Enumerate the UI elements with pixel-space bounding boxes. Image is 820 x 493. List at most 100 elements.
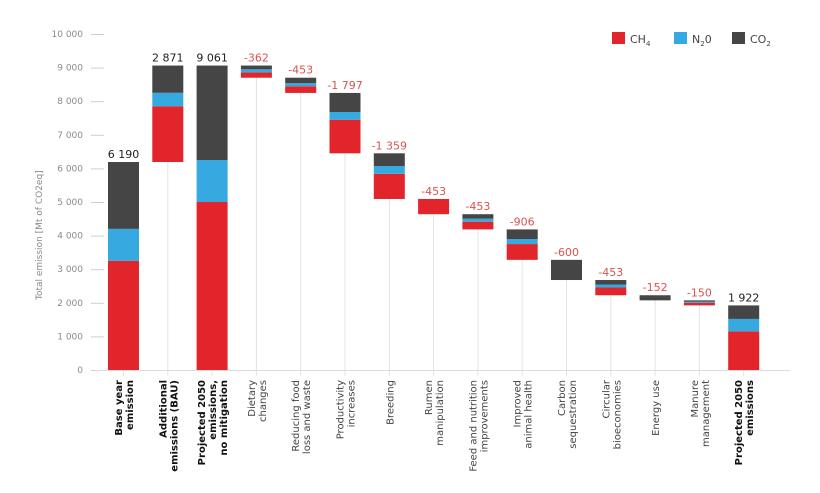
bar-segment-ch4 xyxy=(240,72,272,78)
bar-segment-ch4 xyxy=(418,198,450,215)
bar-segment-n2o xyxy=(462,218,494,222)
bar-segment-ch4 xyxy=(373,173,405,199)
x-tick-label-line: Manure xyxy=(690,380,701,417)
data-label: -453 xyxy=(465,200,490,213)
x-tick-label-line: improvements xyxy=(479,380,490,452)
bar-group: -1 359 xyxy=(372,139,407,199)
bar-segment-ch4 xyxy=(108,260,139,370)
data-label: -453 xyxy=(421,185,446,198)
x-tick-label: Dietarychanges xyxy=(247,380,269,422)
y-axis-label: Total emission [Mt of CO2eq] xyxy=(35,170,45,301)
bar-segment-co2 xyxy=(551,259,582,281)
x-tick-label-line: Projected 2050 xyxy=(734,380,745,465)
bar-group: 1 922 xyxy=(728,291,760,370)
bar-segment-co2 xyxy=(329,92,361,112)
bar-segment-n2o xyxy=(728,318,760,332)
bar-segment-ch4 xyxy=(683,302,715,306)
data-label: 9 061 xyxy=(196,52,228,65)
y-axis: 0 1 000 2 000 3 000 4 000 5 000 6 000 7 000 8 00… xyxy=(52,30,104,376)
legend-label: N20 xyxy=(692,33,712,48)
connector-lines xyxy=(123,77,745,376)
bar-segment-ch4 xyxy=(329,119,361,154)
x-tick-label: Breeding xyxy=(385,380,396,425)
x-tick-label: Rumenmanipulation xyxy=(424,380,446,446)
data-label: -906 xyxy=(510,215,535,228)
bar-segment-co2 xyxy=(506,229,538,240)
x-tick-label-line: manipulation xyxy=(435,380,446,446)
bar-segment-co2 xyxy=(462,214,494,219)
bar-group: -453 xyxy=(418,185,450,215)
data-label: -152 xyxy=(643,281,668,294)
bar-segment-n2o xyxy=(152,92,184,107)
bar-segment-n2o xyxy=(683,301,715,303)
bar-segment-co2 xyxy=(373,153,405,167)
x-tick-label-line: Base year xyxy=(114,380,125,436)
bar-group: -152 xyxy=(639,281,671,301)
data-label: 2 871 xyxy=(152,52,184,65)
x-tick-label-line: emissions, xyxy=(208,380,219,440)
bar-segment-n2o xyxy=(329,111,361,120)
data-label: -453 xyxy=(288,64,313,77)
x-tick-label-line: emissions (BAU) xyxy=(169,380,180,472)
x-tick-label-line: Productivity xyxy=(336,380,347,439)
x-tick-label: Energy use xyxy=(651,380,662,436)
bar-group: -1 797 xyxy=(327,79,363,154)
bar-segment-co2 xyxy=(108,162,139,229)
bar-group: -906 xyxy=(506,215,538,260)
x-axis-labels: Base yearemission Additionalemissions (BA… xyxy=(114,379,756,472)
x-tick-label-line: Projected 2050 xyxy=(197,380,208,465)
x-tick-label: Productivityincreases xyxy=(336,380,358,439)
legend-label: CO2 xyxy=(750,33,771,48)
x-tick-label-line: changes xyxy=(258,380,269,422)
x-tick-label-line: emission xyxy=(125,380,136,430)
bar-segment-co2 xyxy=(196,65,228,160)
y-tick-label: 2 000 xyxy=(57,299,83,309)
bar-segment-ch4 xyxy=(285,86,317,93)
x-tick-label: Improvedanimal health xyxy=(513,380,535,449)
x-tick-label-line: bioeconomies xyxy=(612,380,623,449)
x-tick-label-line: loss and waste xyxy=(302,380,313,454)
bar-segment-ch4 xyxy=(506,244,538,260)
bar-segment-co2 xyxy=(683,300,715,302)
bar-group: -362 xyxy=(240,52,272,78)
y-tick-label: 1 000 xyxy=(57,332,83,342)
bar-group: 9 061 xyxy=(196,52,228,370)
legend-label: CH4 xyxy=(630,33,651,48)
y-tick-label: 5 000 xyxy=(57,198,83,208)
bar-segment-n2o xyxy=(595,284,627,288)
bar-group: -453 xyxy=(285,64,317,93)
x-tick-label: Projected 2050emissions,no mitigation xyxy=(197,380,230,465)
data-label: -362 xyxy=(244,52,269,65)
x-tick-label-line: Additional xyxy=(158,380,169,438)
x-tick-label-line: increases xyxy=(347,380,358,427)
bar-segment-co2 xyxy=(152,65,184,93)
x-tick-label: Feed and nutritionimprovements xyxy=(468,380,490,472)
bar-segment-n2o xyxy=(240,69,272,73)
y-axis-label-main: Total emission [Mt of CO2eq] xyxy=(35,170,45,301)
bar-segment-n2o xyxy=(196,160,228,202)
legend-item-co2: CO2 xyxy=(732,32,771,48)
legend-item-n2o: N20 xyxy=(674,32,712,48)
bar-segment-co2 xyxy=(240,65,272,70)
x-tick-label-line: Reducing food xyxy=(291,380,302,452)
x-tick-label-line: no mitigation xyxy=(219,380,230,456)
y-tick-label: 6 000 xyxy=(57,164,83,174)
bar-segment-ch4 xyxy=(462,221,494,230)
legend-swatch xyxy=(674,32,687,44)
bar-group: -150 xyxy=(683,286,715,306)
bar-segment-co2 xyxy=(728,305,760,319)
x-tick-label-line: Improved xyxy=(513,380,524,427)
y-tick-label: 7 000 xyxy=(57,131,83,141)
bar-segment-n2o xyxy=(506,239,538,245)
data-label: -600 xyxy=(554,246,579,259)
data-label: 1 922 xyxy=(728,291,760,304)
bars: 6 190 2 871 9 061 -362 -453 -1 797 -1 359 -453 -… xyxy=(108,52,760,370)
bar-segment-co2 xyxy=(595,280,627,285)
y-tick-label: 0 xyxy=(77,366,83,376)
x-tick-label-line: Breeding xyxy=(385,380,396,425)
bar-group: -453 xyxy=(595,266,627,296)
x-tick-label: Circularbioeconomies xyxy=(601,379,623,449)
y-tick-label: 10 000 xyxy=(52,30,84,40)
data-label: -453 xyxy=(598,266,623,279)
